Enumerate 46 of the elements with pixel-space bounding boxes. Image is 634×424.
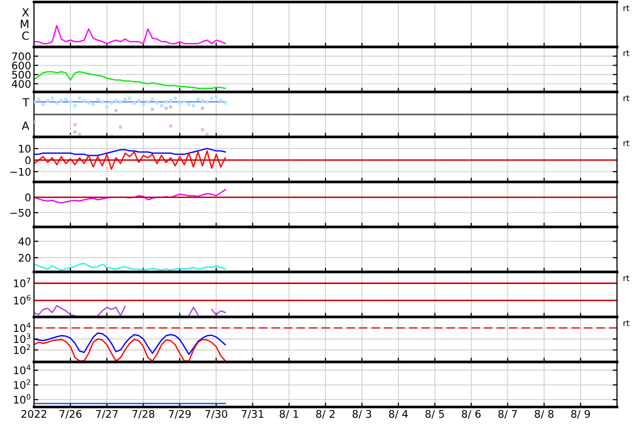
y-tick-label: 0: [25, 156, 31, 164]
x-tick-label: 8/ 8: [534, 410, 554, 419]
text: rt: [624, 50, 630, 56]
x-tick-label: 8/ 1: [280, 410, 298, 419]
x-tick-label: 7/26: [60, 410, 82, 419]
y-tick-label: 10$^{7}$: [14, 278, 30, 288]
x-tick-label: 8/ 7: [498, 410, 517, 419]
text: M: [20, 20, 28, 28]
y-tick-label: 700: [12, 52, 31, 60]
text: X: [22, 8, 29, 16]
x-tick-label: 7/30: [205, 410, 228, 419]
y-tick-label: 10$^{6}$: [14, 294, 30, 305]
y-tick-label: 40: [18, 238, 31, 246]
y-tick-label: 10$^{2}$: [14, 344, 30, 354]
x-tick-label: 8/ 2: [316, 410, 334, 419]
x-tick-label: 2022: [22, 410, 46, 418]
y-tick-label: 0: [25, 194, 31, 202]
text: rt: [624, 95, 630, 102]
y-tick-label: −50: [10, 208, 31, 217]
x-tick-label: 8/ 9: [571, 410, 590, 419]
y-tick-label: 20: [18, 254, 31, 262]
y-tick-label: 400: [12, 80, 31, 88]
y-tick-label: 10$^{0}$: [14, 394, 30, 404]
x-tick-label: 7/29: [168, 410, 191, 419]
text: T: [22, 98, 30, 106]
y-tick-label: 600: [12, 62, 31, 70]
y-tick-label: 500: [12, 70, 31, 79]
text: rt: [624, 140, 630, 146]
text: rt: [624, 320, 630, 326]
text: rt: [624, 275, 630, 282]
y-tick-label: 10: [19, 144, 31, 153]
y-tick-label: 10$^{4}$: [14, 322, 30, 332]
x-tick-label: 8/ 6: [462, 410, 481, 419]
y-tick-label: 10$^{2}$: [14, 379, 30, 389]
x-tick-label: 8/ 3: [352, 410, 372, 419]
y-tick-label: 10$^{3}$: [14, 333, 30, 343]
x-tick-label: 7/28: [132, 410, 154, 419]
x-tick-label: 7/27: [96, 410, 118, 419]
y-tick-label: −10: [10, 168, 31, 176]
x-tick-label: 8/ 4: [389, 410, 408, 419]
text: C: [22, 31, 29, 40]
y-tick-label: 10$^{4}$: [14, 364, 30, 374]
text: rt: [624, 5, 630, 12]
text: A: [22, 122, 30, 130]
x-tick-label: 8/ 5: [425, 410, 444, 419]
x-tick-label: 7/31: [242, 410, 264, 419]
